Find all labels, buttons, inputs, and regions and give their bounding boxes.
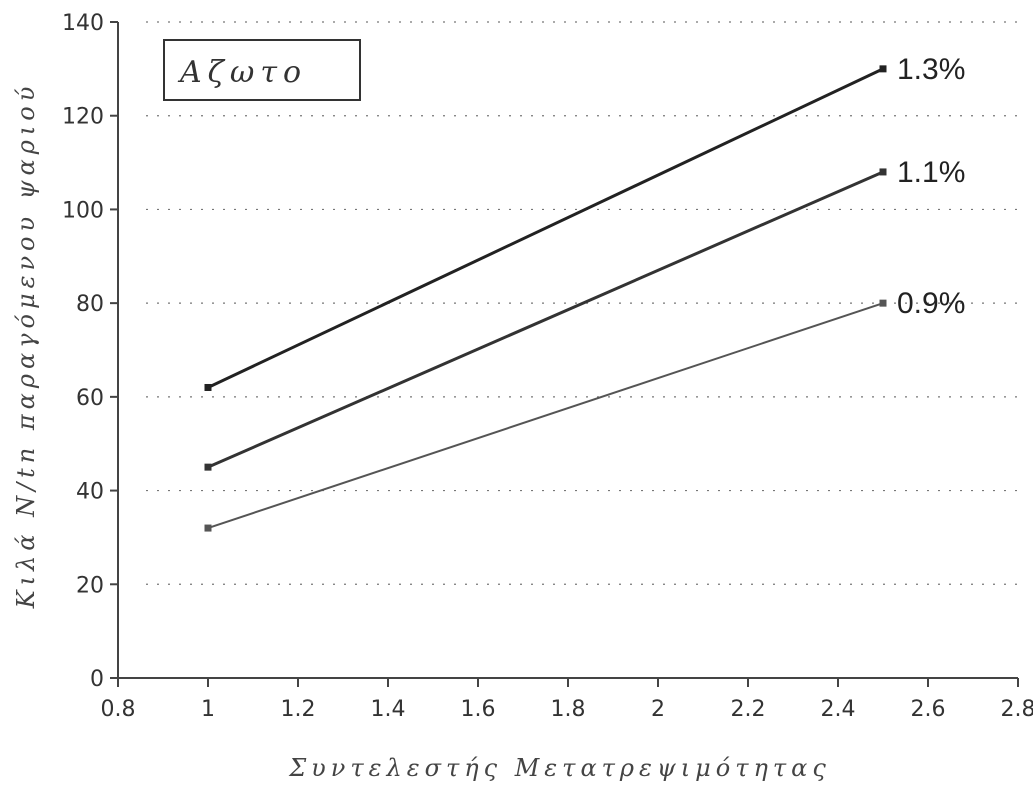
series-point [204, 383, 212, 391]
x-tick-label: 2.8 [1001, 697, 1033, 722]
x-tick-label: 2 [651, 697, 665, 722]
series-point [879, 299, 887, 307]
legend-frame [163, 39, 361, 101]
series-label: 0.9% [897, 287, 965, 320]
y-tick-label: 60 [76, 386, 104, 411]
x-tick-label: 1.2 [281, 697, 316, 722]
y-axis-title: Κιλά N/tn παραγόμενου ψαριού [12, 82, 40, 610]
series-line-0 [207, 67, 884, 389]
series-point [879, 65, 887, 73]
series-label: 1.1% [897, 156, 965, 189]
y-tick-label: 0 [90, 667, 104, 692]
x-tick-label: 1 [201, 697, 215, 722]
x-tick-label: 1.8 [551, 697, 586, 722]
y-tick-label: 140 [62, 11, 104, 36]
series-point [204, 524, 212, 532]
x-axis-title: Συντελεστής Μετατρεψιμότητας [288, 754, 831, 782]
y-tick-label: 40 [76, 480, 104, 505]
x-tick-label: 2.2 [731, 697, 766, 722]
x-tick-label: 0.8 [101, 697, 136, 722]
x-tick-label: 1.6 [461, 697, 496, 722]
legend-box: Αζωτο [163, 39, 361, 101]
x-tick-label: 1.4 [371, 697, 406, 722]
series-line-2 [207, 302, 884, 530]
y-tick-label: 120 [62, 105, 104, 130]
series-line-1 [207, 170, 884, 469]
grid-lines [146, 21, 1018, 585]
axis-ticks: 0 20 40 60 80 100 120 140 0.8 1 1.2 1.4 1.6 1.8 2 2.2 2.… [62, 11, 1033, 722]
x-tick-label: 2.6 [911, 697, 946, 722]
axes [117, 22, 1018, 679]
legend-label: Αζωτο [177, 55, 307, 90]
series-point [879, 168, 887, 176]
y-tick-label: 100 [62, 198, 104, 223]
y-tick-label: 80 [76, 292, 104, 317]
series-label: 1.3% [897, 53, 965, 86]
series-lines: 1.3% 1.1% 0.9% [204, 53, 965, 532]
series-point [204, 463, 212, 471]
y-tick-label: 20 [76, 573, 104, 598]
x-tick-label: 2.4 [821, 697, 856, 722]
